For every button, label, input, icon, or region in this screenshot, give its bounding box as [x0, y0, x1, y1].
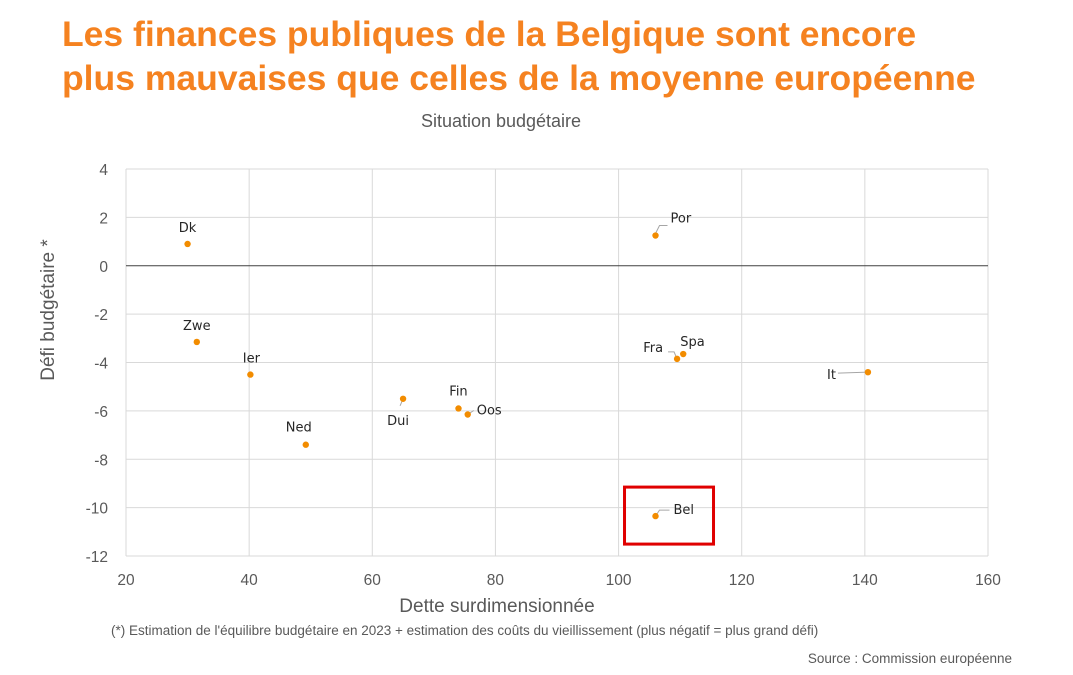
point-label-dk: Dk — [179, 221, 197, 236]
data-point-por — [652, 232, 659, 239]
point-label-por: Por — [671, 212, 692, 227]
data-point-zwe — [193, 338, 201, 346]
data-point-dk — [184, 240, 191, 248]
y-tick-label: -8 — [94, 452, 108, 469]
x-tick-label: 60 — [364, 572, 382, 589]
y-tick-label: 2 — [99, 210, 108, 227]
y-tick-label: 0 — [99, 259, 108, 276]
point-label-oos: Oos — [477, 404, 502, 419]
title-line-2: plus mauvaises que celles de la moyenne … — [62, 58, 976, 98]
chart-title: Les finances publiques de la Belgique so… — [62, 12, 1062, 100]
point-label-spa: Spa — [680, 335, 704, 350]
data-point-oos — [464, 411, 471, 418]
point-label-ned: Ned — [286, 421, 312, 436]
x-axis-label: Dette surdimensionnée — [399, 596, 594, 617]
x-tick-label: 120 — [729, 572, 755, 589]
y-tick-label: 4 — [99, 162, 108, 179]
source-note: Source : Commission européenne — [807, 651, 1012, 666]
x-tick-label: 100 — [606, 572, 632, 589]
data-point-ned — [302, 441, 309, 448]
data-point-spa — [680, 350, 687, 358]
title-line-1: Les finances publiques de la Belgique so… — [62, 14, 917, 54]
point-label-dui: Dui — [387, 414, 409, 429]
data-point-ier — [247, 371, 254, 378]
highlight-box — [623, 485, 716, 546]
y-axis-label: Défi budgétaire * — [38, 239, 59, 381]
data-point-fra — [673, 355, 681, 363]
data-point-it — [864, 368, 872, 376]
x-tick-label: 20 — [117, 572, 135, 589]
gridlines — [125, 168, 989, 557]
point-label-zwe: Zwe — [183, 319, 211, 334]
x-tick-label: 40 — [241, 572, 259, 589]
data-point-fin — [455, 405, 462, 412]
point-label-it: It — [827, 368, 836, 383]
point-label-ier: Ier — [243, 352, 261, 367]
chart-subtitle: Situation budgétaire — [421, 111, 581, 131]
data-point-dui — [399, 395, 407, 402]
x-tick-label: 140 — [852, 572, 878, 589]
y-tick-label: -12 — [86, 549, 108, 566]
x-tick-label: 80 — [487, 572, 505, 589]
y-tick-label: -2 — [94, 307, 108, 324]
x-tick-label: 160 — [975, 572, 1001, 589]
y-tick-label: -4 — [94, 356, 108, 373]
footnote: (*) Estimation de l'équilibre budgétaire… — [111, 623, 819, 638]
point-label-bel: Bel — [674, 503, 695, 518]
label-leader-line — [655, 225, 668, 234]
point-label-fra: Fra — [643, 341, 663, 356]
data-points: Dk Zwe Ier Ned Dui Fin Oos Por Fra Spa It Bel — [179, 212, 872, 546]
label-leader-line — [837, 371, 868, 374]
data-point-bel — [652, 512, 659, 520]
y-tick-label: -6 — [94, 404, 108, 421]
point-label-fin: Fin — [449, 384, 467, 399]
y-tick-label: -10 — [86, 501, 109, 518]
